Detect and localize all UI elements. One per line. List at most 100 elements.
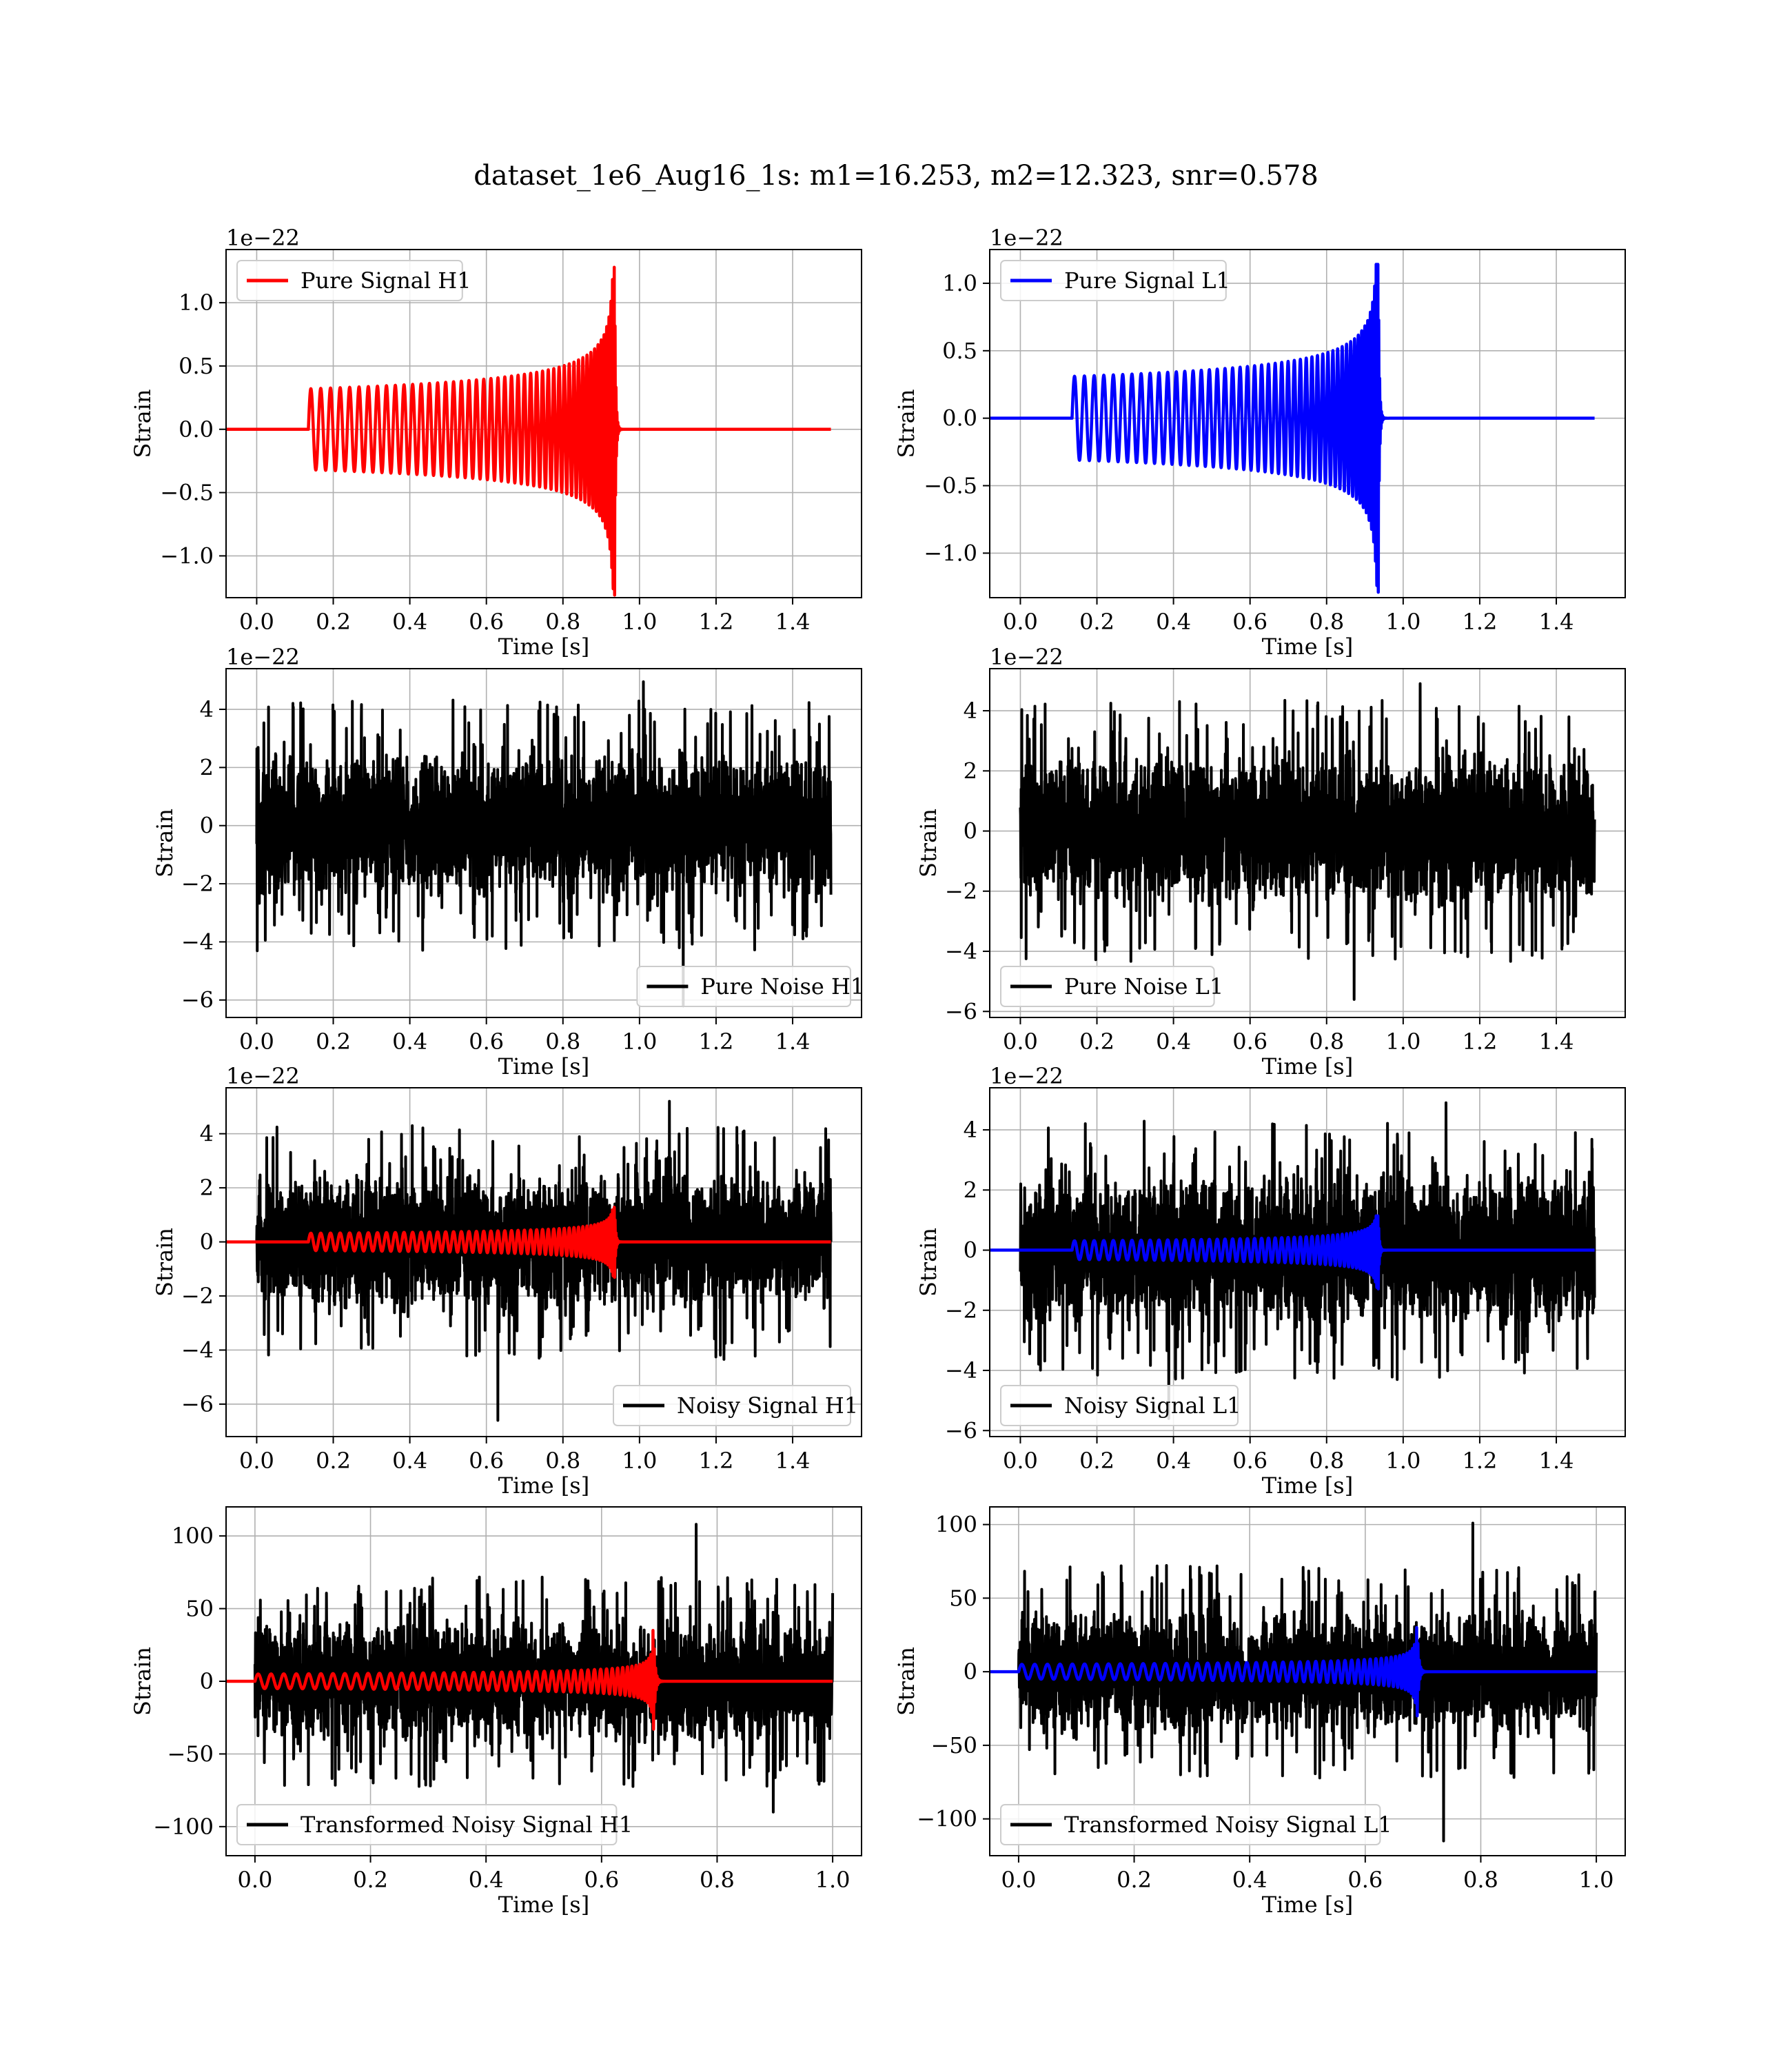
axes-frame [989,668,1626,1018]
axis-offset-text: 1e−22 [226,644,300,670]
x-tick-label: 0.8 [1309,1448,1344,1474]
legend: Noisy Signal L1 [1000,1385,1241,1426]
figure-title: dataset_1e6_Aug16_1s: m1=16.253, m2=12.3… [474,160,1318,192]
series-group [1019,682,1596,1001]
panel-transformed-noisy-signal-l1: 0.0 0.2 0.4 0.6 0.8 1.0 −100 −50 0 50 100 Time [s] S… [893,1506,1626,1918]
x-tick-label: 1.4 [775,609,811,635]
y-tick-label: −4 [945,938,977,964]
y-tick-label: 1.0 [179,290,214,316]
series-group [226,265,831,597]
y-tick-label: −4 [181,929,214,955]
x-tick-label: 0.8 [1309,1028,1344,1055]
series-line-noise [253,1523,835,1814]
x-tick-label: 0.6 [1347,1867,1383,1893]
y-tick-label: 1.0 [942,270,977,296]
y-tick-label: −50 [167,1741,214,1767]
x-axis-label: Time [s] [1262,1472,1353,1499]
series-line-signal [226,1206,831,1279]
x-axis-label: Time [s] [498,1892,589,1918]
x-axis-label: Time [s] [1262,1892,1353,1918]
legend: Pure Signal L1 [1000,260,1230,301]
y-tick-label: −6 [181,1391,214,1417]
series-group [226,1099,833,1422]
axes-frame [989,249,1626,598]
series-line-noise [255,680,833,1008]
y-tick-label: 100 [935,1512,977,1538]
x-tick-label: 1.0 [1385,609,1421,635]
x-tick-label: 1.0 [622,1448,657,1474]
x-tick-label: 0.0 [1003,1448,1038,1474]
x-tick-label: 0.4 [1156,1448,1191,1474]
y-tick-label: 2 [200,754,214,780]
y-tick-label: 50 [949,1585,977,1611]
legend: Pure Signal H1 [236,260,471,301]
legend: Pure Noise L1 [1000,966,1223,1007]
y-tick-label: −100 [917,1806,977,1832]
x-tick-label: 0.4 [1156,1028,1191,1055]
axis-offset-text: 1e−22 [226,1063,300,1089]
y-tick-label: 0 [964,1659,977,1685]
y-tick-label: −0.5 [160,480,214,506]
panels: 0.0 0.2 0.4 0.6 0.8 1.0 1.2 1.4 −1.0 −0.5 0.0 0.5 1.… [130,225,1626,1918]
y-tick-label: 4 [964,698,977,724]
series-line-noise [1017,1521,1598,1843]
x-tick-label: 0.4 [1156,609,1191,635]
x-tick-label: 0.4 [392,609,427,635]
legend-box [236,260,463,301]
x-axis-label: Time [s] [498,1472,589,1499]
y-axis-label: Strain [893,1647,919,1716]
legend-label: Noisy Signal L1 [1064,1392,1241,1419]
x-tick-label: 0.8 [1309,609,1344,635]
x-tick-label: 1.2 [698,1028,733,1055]
x-tick-label: 0.8 [545,1028,580,1055]
x-tick-label: 0.4 [392,1448,427,1474]
y-tick-label: −2 [945,1297,977,1324]
panel-noisy-signal-h1: 0.0 0.2 0.4 0.6 0.8 1.0 1.2 1.4 −6 −4 −2 0 2 4 Time [s… [152,1063,862,1499]
y-tick-label: 50 [185,1596,214,1622]
y-tick-label: 2 [200,1175,214,1201]
legend: Noisy Signal H1 [613,1385,858,1426]
series-line-noise [1019,682,1596,1001]
y-tick-label: 4 [964,1117,977,1143]
x-tick-label: 1.2 [1462,1028,1497,1055]
x-tick-label: 0.6 [469,1028,504,1055]
series-group [990,1101,1596,1420]
y-tick-label: −50 [930,1732,977,1758]
x-tick-label: 0.0 [1003,1028,1038,1055]
x-tick-label: 0.2 [1079,609,1114,635]
x-tick-label: 1.2 [698,1448,733,1474]
y-tick-label: 0 [964,1237,977,1264]
x-tick-label: 0.2 [1079,1448,1114,1474]
x-tick-label: 1.0 [622,609,657,635]
legend-label: Transformed Noisy Signal L1 [1064,1812,1392,1838]
y-tick-label: −2 [945,878,977,904]
x-tick-label: 0.2 [1079,1028,1114,1055]
axes-frame [989,1506,1626,1856]
x-tick-label: 1.2 [1462,609,1497,635]
y-tick-label: −6 [181,987,214,1013]
x-tick-label: 0.6 [1232,1448,1267,1474]
x-tick-label: 1.0 [622,1028,657,1055]
legend-box [1000,1385,1239,1426]
series-group [990,1521,1598,1843]
y-tick-label: 2 [964,758,977,784]
x-tick-label: 0.4 [1232,1867,1267,1893]
legend: Transformed Noisy Signal L1 [1000,1804,1392,1845]
x-tick-label: 0.4 [469,1867,504,1893]
x-axis-label: Time [s] [1262,633,1353,660]
series-line-signal [226,1628,833,1731]
y-axis-label: Strain [893,389,919,458]
x-tick-label: 0.8 [545,609,580,635]
x-tick-label: 1.4 [1539,1448,1574,1474]
x-tick-label: 1.2 [1462,1448,1497,1474]
y-tick-label: −4 [181,1337,214,1363]
x-tick-label: 0.2 [316,1448,351,1474]
legend-box [1000,260,1227,301]
series-group [226,1523,835,1814]
x-tick-label: 1.0 [815,1867,851,1893]
y-tick-label: 0 [200,1668,214,1694]
x-tick-label: 1.0 [1385,1028,1421,1055]
x-axis-label: Time [s] [1262,1053,1353,1079]
y-tick-label: 4 [200,1121,214,1147]
